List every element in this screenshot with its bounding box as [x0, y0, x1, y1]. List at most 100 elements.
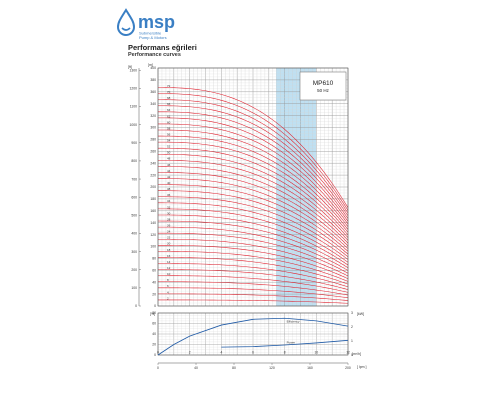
stage-label: 10: [167, 272, 171, 276]
stage-label: 8: [167, 278, 169, 282]
y-tick-label-ft: 500: [131, 214, 137, 218]
stage-label: 54: [167, 139, 171, 143]
head-curve-stage-16: [158, 257, 349, 285]
stage-label: 22: [167, 236, 171, 240]
stage-label: 44: [167, 169, 171, 173]
bottom-tick-label: 160: [307, 366, 313, 370]
head-curve-stage-48: [157, 160, 349, 241]
head-curve-stage-14: [158, 263, 349, 288]
y-tick-label-m: 140: [150, 221, 156, 225]
efficiency-plot-frame: [157, 312, 349, 356]
eff-y2-unit: [kW]: [357, 312, 364, 316]
y-tick-label-m: 200: [150, 185, 156, 189]
stage-label: 40: [167, 181, 171, 185]
y-tick-label-m: 40: [152, 280, 156, 284]
efficiency-x-axis: 0 2 4 6 8 10 12: [157, 351, 350, 355]
model-box: MP610 50 Hz: [299, 71, 347, 101]
eff-x-tick-label: 6: [252, 351, 254, 355]
y-unit-m: [m]: [148, 63, 153, 67]
y-tick-label-ft: 1200: [129, 87, 137, 91]
head-curve-stage-42: [158, 178, 349, 249]
head-curve-stage-54: [158, 141, 349, 233]
stage-label: 18: [167, 248, 171, 252]
eff-y-tick-label: 0: [154, 353, 156, 357]
bottom-axis-ticks: 0 40 80 120 160 200: [157, 363, 351, 370]
model-name: MP610: [313, 80, 334, 87]
y-tick-label-m: 380: [150, 78, 156, 82]
y-tick-label-m: 60: [152, 269, 156, 273]
bottom-tick-label: 200: [345, 366, 351, 370]
y-tick-label-m: 300: [150, 126, 156, 130]
head-curve-stage-56: [158, 135, 349, 230]
stage-label: 36: [167, 193, 171, 197]
eff-x-unit: [m³/h]: [352, 352, 361, 356]
efficiency-y-axis: 0 20 40 60 80: [152, 311, 156, 357]
eff-y-unit: [%]: [150, 312, 155, 316]
power-y-axis: 0 1 2 3: [351, 311, 353, 357]
model-frequency: 50 Hz: [317, 88, 330, 93]
stage-label: 20: [167, 242, 171, 246]
eff-y-tick-label: 20: [152, 343, 156, 347]
bottom-axis: 0 40 80 120 160 200 [ lpm ]: [157, 362, 367, 370]
y-tick-label-ft: 1000: [129, 123, 137, 127]
efficiency-curves: Efficiency Power: [157, 317, 349, 356]
head-curve-stage-34: [158, 202, 349, 260]
y-axis-ft: 0 100 200 300 400 500 600 700 800 900 1000 1100 1200…: [129, 68, 141, 308]
y-tick-label-m: 160: [150, 209, 156, 213]
y-tick-label-ft: 900: [131, 141, 137, 145]
main-plot-frame: [157, 67, 349, 307]
head-curve-stage-8: [158, 281, 349, 296]
head-curve-stage-40: [158, 184, 349, 252]
stage-label: 60: [167, 120, 171, 124]
brand-tagline-1: Submersible: [139, 31, 162, 36]
eff-x-tick-label: 0: [157, 351, 159, 355]
head-curve-stage-58: [158, 129, 349, 227]
y-tick-label-m: 280: [150, 138, 156, 142]
y-tick-label-ft: 0: [135, 304, 137, 308]
head-curve-stage-46: [157, 166, 349, 244]
stage-label: 24: [167, 230, 171, 234]
stage-label: 30: [167, 211, 171, 215]
head-curve-stage-24: [158, 232, 349, 274]
head-curve-stage-36: [158, 196, 349, 258]
y-tick-label-m: 220: [150, 173, 156, 177]
series-line-power: [221, 339, 349, 348]
brand-name: msp: [138, 12, 175, 32]
eff-y-tick-label: 60: [152, 322, 156, 326]
stage-label: 58: [167, 126, 171, 130]
eff-y-tick-label: 40: [152, 332, 156, 336]
eff-x-tick-label: 10: [315, 351, 319, 355]
head-curve-stage-66: [157, 105, 349, 217]
stage-label: 66: [167, 102, 171, 106]
head-curve-stage-52: [158, 147, 349, 236]
eff-x-tick-label: 8: [284, 351, 286, 355]
main-chart: 2468101214161820222426283032343638404244…: [128, 63, 349, 308]
y-tick-label-m: 180: [150, 197, 156, 201]
series-label-power: Power: [287, 341, 296, 345]
bottom-tick-label: 0: [157, 366, 159, 370]
head-curve-stage-44: [157, 172, 349, 247]
stage-label: 68: [167, 96, 171, 100]
head-curve-stage-10: [157, 275, 349, 293]
head-curve-stage-6: [158, 287, 349, 299]
stage-label: 56: [167, 132, 171, 136]
stage-label: 2: [167, 296, 169, 300]
stage-label: 16: [167, 254, 171, 258]
stage-label: 50: [167, 151, 171, 155]
head-curve-stage-28: [157, 220, 349, 269]
head-curves: [157, 87, 349, 304]
head-curve-stage-26: [158, 226, 349, 271]
power-y-tick-label: 3: [351, 311, 353, 315]
y-tick-label-ft: 300: [131, 250, 137, 254]
y-tick-label-m: 320: [150, 114, 156, 118]
y-tick-label-m: 80: [152, 257, 156, 261]
page-title-tr: Performans eğrileri: [128, 43, 197, 52]
y-unit-ft: [ft]: [128, 65, 132, 69]
stage-label: 28: [167, 217, 171, 221]
head-curve-stage-18: [158, 251, 349, 282]
stage-label: 48: [167, 157, 171, 161]
head-curve-stage-50: [158, 154, 349, 238]
stage-label: 38: [167, 187, 171, 191]
stage-label: 34: [167, 199, 171, 203]
